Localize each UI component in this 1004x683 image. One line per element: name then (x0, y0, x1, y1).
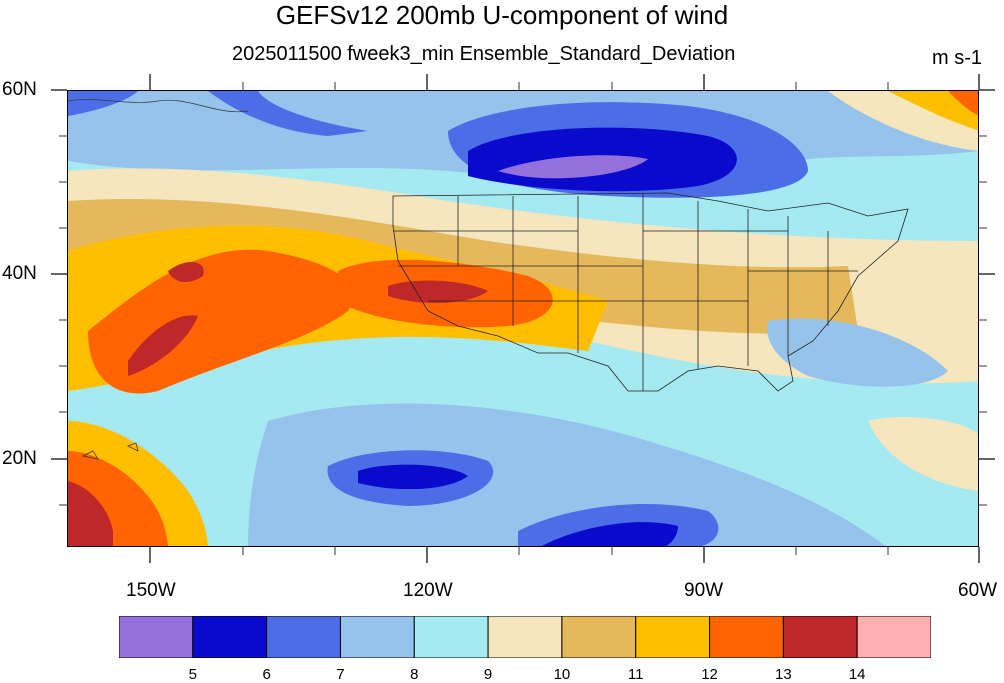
field-band-10-se (868, 417, 978, 491)
field-band-6-south1 (358, 464, 468, 490)
field-band-8-south (248, 403, 886, 546)
field-band-8-east (767, 318, 948, 387)
colorbar-swatch (635, 616, 711, 658)
colorbar-tick-label: 12 (701, 666, 718, 683)
minor-tick-marks (59, 82, 987, 555)
field-band-7-nw (68, 91, 368, 136)
colorbar-swatch (782, 616, 858, 658)
colorbar-swatch (856, 616, 931, 658)
lat-label-60n: 60N (2, 79, 37, 100)
colorbar-swatch (339, 616, 415, 658)
field-band-14-swc (68, 481, 113, 546)
colorbar-swatch (192, 616, 268, 658)
colorbar-tick-label: 10 (553, 666, 571, 683)
colorbar-tick-label: 7 (336, 666, 345, 683)
colorbar-tick-label: 5 (188, 666, 197, 683)
lon-label-60w: 60W (958, 580, 998, 601)
field-band-12-ne (888, 91, 978, 131)
field-band-6-south2 (541, 522, 678, 546)
colorbar-tick-label: 13 (775, 666, 792, 683)
coastlines (68, 99, 249, 460)
colorbar-swatch (487, 616, 563, 658)
map-subtitle: 2025011500 fweek3_min Ensemble_Standard_… (232, 43, 736, 65)
field-band-14-west (128, 315, 198, 376)
lon-label-90w: 90W (684, 580, 724, 601)
colorbar-swatch (413, 616, 489, 658)
map-title: GEFSv12 200mb U-component of wind (275, 0, 729, 30)
tick-marks (51, 74, 995, 563)
colorbar-swatch (266, 616, 341, 658)
lon-label-120w: 120W (403, 580, 453, 601)
map-panel (67, 90, 979, 547)
lon-label-150w: 150W (126, 580, 176, 601)
colorbar-swatch (561, 616, 637, 658)
map-field (68, 91, 978, 546)
colorbar-tick-label: 6 (262, 666, 271, 683)
lat-label-20n: 20N (2, 448, 37, 469)
colorbar-tick-label: 14 (848, 666, 866, 683)
field-band-14-pac (168, 261, 204, 283)
political-boundaries (392, 192, 909, 392)
field-band-5-core (498, 155, 648, 179)
colorbar (119, 616, 931, 658)
lat-label-40n: 40N (2, 263, 37, 284)
colorbar-tick-label: 8 (410, 666, 419, 683)
colorbar-tick-label: 11 (627, 666, 644, 683)
field-band-13-ne (948, 91, 978, 116)
colorbar-tick-label: 9 (483, 666, 493, 683)
colorbar-swatch (119, 616, 194, 658)
field-band-7-corner (68, 91, 138, 116)
colorbar-swatch (709, 616, 784, 658)
units-label: m s-1 (932, 47, 982, 69)
